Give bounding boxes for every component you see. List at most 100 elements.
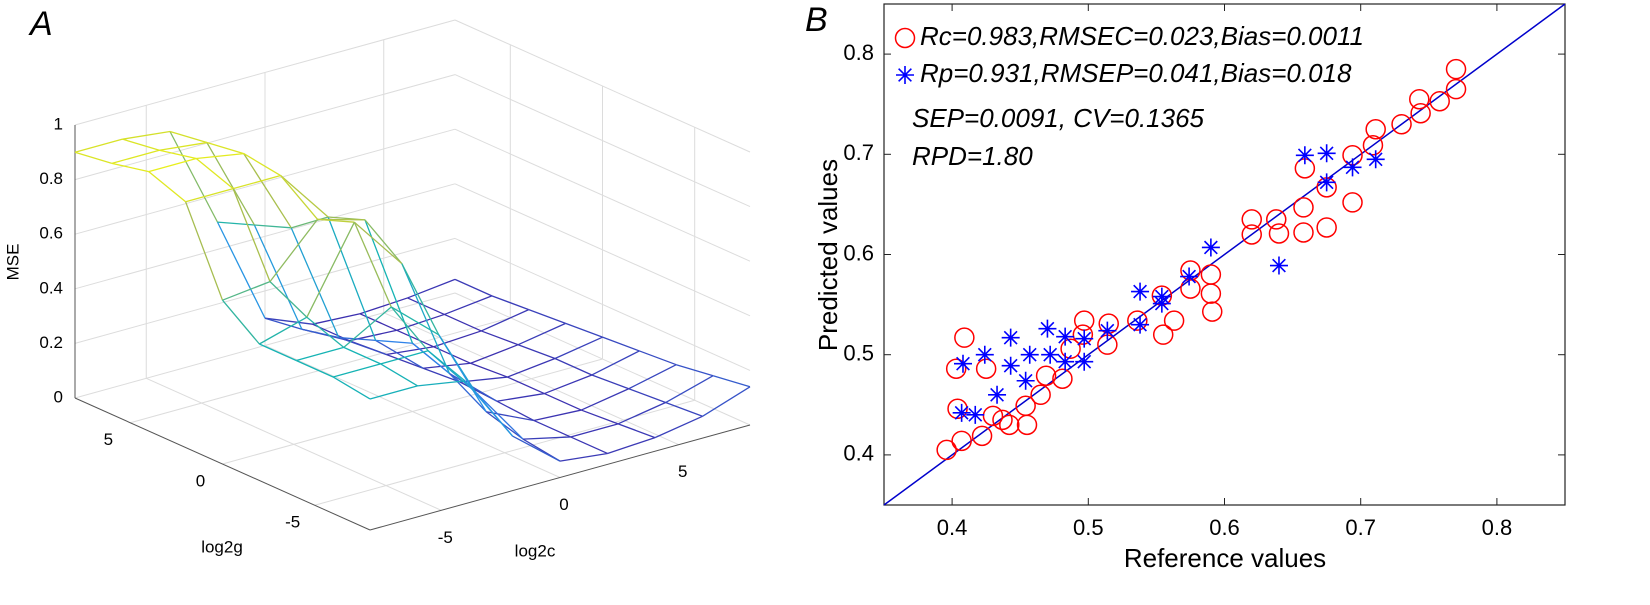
marker: [1241, 209, 1262, 230]
mesh-edge: [111, 162, 149, 173]
mesh-edge: [654, 415, 703, 439]
mesh-edge: [306, 316, 345, 348]
mesh-edge: [291, 216, 329, 229]
marker: [975, 358, 997, 379]
marker: [1163, 310, 1185, 331]
mesh-edge: [169, 130, 208, 144]
mesh-edge: [375, 339, 413, 344]
mesh-edge: [470, 362, 508, 378]
mesh-edge: [481, 330, 519, 346]
mesh-edge: [195, 158, 234, 190]
marker: [1295, 146, 1314, 165]
marker: [1362, 135, 1384, 156]
annotation: SEP=0.0091, CV=0.1365: [912, 103, 1205, 133]
marker: [1056, 352, 1075, 371]
mesh-edge: [486, 411, 534, 422]
mesh-edge: [565, 322, 603, 338]
mesh-edge: [607, 436, 656, 455]
marker: [1343, 158, 1362, 177]
marker: [1075, 352, 1094, 371]
mesh-edge: [390, 306, 429, 352]
marker: [1365, 119, 1386, 140]
y-axis-label: log2g: [201, 537, 243, 556]
marker: [1180, 278, 1201, 299]
y-tick-label: 5: [104, 430, 113, 449]
panel-label: B: [805, 1, 828, 39]
marker: [999, 414, 1020, 436]
marker: [1316, 217, 1337, 238]
mesh-edge: [401, 263, 440, 336]
marker: [1127, 310, 1148, 331]
marker: [1200, 264, 1222, 285]
mesh-edge: [196, 152, 244, 160]
mesh-edge: [396, 313, 445, 331]
mesh-edge: [427, 350, 466, 382]
marker: [1445, 78, 1467, 100]
marker: [1180, 267, 1199, 286]
mesh-edge: [485, 411, 524, 440]
mesh-edge: [343, 346, 381, 365]
mesh-edge: [148, 171, 187, 203]
mesh-edge: [253, 224, 303, 330]
mesh-edge: [380, 350, 429, 365]
panel-label: A: [28, 5, 53, 43]
x-tick-label: 0.7: [1345, 515, 1376, 540]
x-tick-label: 0.4: [937, 515, 968, 540]
marker: [1391, 113, 1412, 135]
y-tick-label: -5: [285, 513, 300, 532]
mesh-edge: [222, 281, 271, 301]
mesh-edge: [507, 357, 556, 378]
mesh-edge: [301, 328, 339, 339]
mesh-edge: [639, 350, 677, 366]
mesh-edge: [264, 317, 313, 325]
mesh-edge: [401, 263, 450, 374]
z-axis-label: MSE: [3, 244, 22, 281]
marker: [1016, 371, 1035, 390]
fit-line: [883, 3, 1566, 506]
axis-line: [369, 424, 751, 531]
mesh-edge: [496, 392, 545, 402]
mesh-edge: [702, 386, 751, 417]
marker: [1035, 365, 1057, 386]
y-axis-label: Predicted values: [813, 159, 843, 351]
mesh-edge: [570, 436, 608, 455]
mesh-edge: [496, 400, 535, 422]
mesh-edge: [444, 295, 493, 316]
mesh-edge: [369, 385, 418, 400]
mesh-edge: [74, 138, 123, 153]
z-tick-label: 0.4: [39, 278, 63, 297]
mesh-edge: [554, 357, 593, 376]
marker: [1429, 90, 1450, 112]
marker: [1020, 345, 1039, 364]
mesh-edge: [433, 330, 482, 348]
marker: [1342, 192, 1363, 213]
mesh-edge: [559, 452, 608, 462]
mesh-edge: [254, 224, 292, 229]
mesh-edge: [159, 141, 207, 151]
mesh-edge: [343, 306, 392, 348]
legend-marker: [894, 27, 916, 49]
legend-marker: [896, 66, 914, 84]
mesh-edge: [517, 322, 566, 346]
mesh-edge: [533, 419, 571, 438]
mesh-edge: [353, 221, 392, 308]
legend-entry: Rp=0.931,RMSEP=0.041,Bias=0.018: [920, 58, 1352, 88]
mesh-edge: [591, 350, 640, 376]
mesh-edge: [206, 141, 244, 155]
marker: [1001, 356, 1020, 375]
mesh-edge: [628, 364, 677, 390]
marker: [1201, 238, 1220, 257]
mesh-edge: [259, 316, 308, 345]
z-tick-label: 0.6: [39, 224, 63, 243]
marker: [1266, 209, 1287, 230]
marker: [1241, 224, 1262, 245]
marker: [992, 409, 1013, 431]
mesh-edge: [264, 317, 303, 330]
mesh-edge: [269, 218, 319, 283]
mesh-edge: [296, 346, 344, 362]
mesh-edge: [290, 227, 340, 338]
marker: [988, 385, 1007, 404]
mesh-edge: [338, 336, 387, 356]
mesh-edge: [216, 221, 266, 319]
